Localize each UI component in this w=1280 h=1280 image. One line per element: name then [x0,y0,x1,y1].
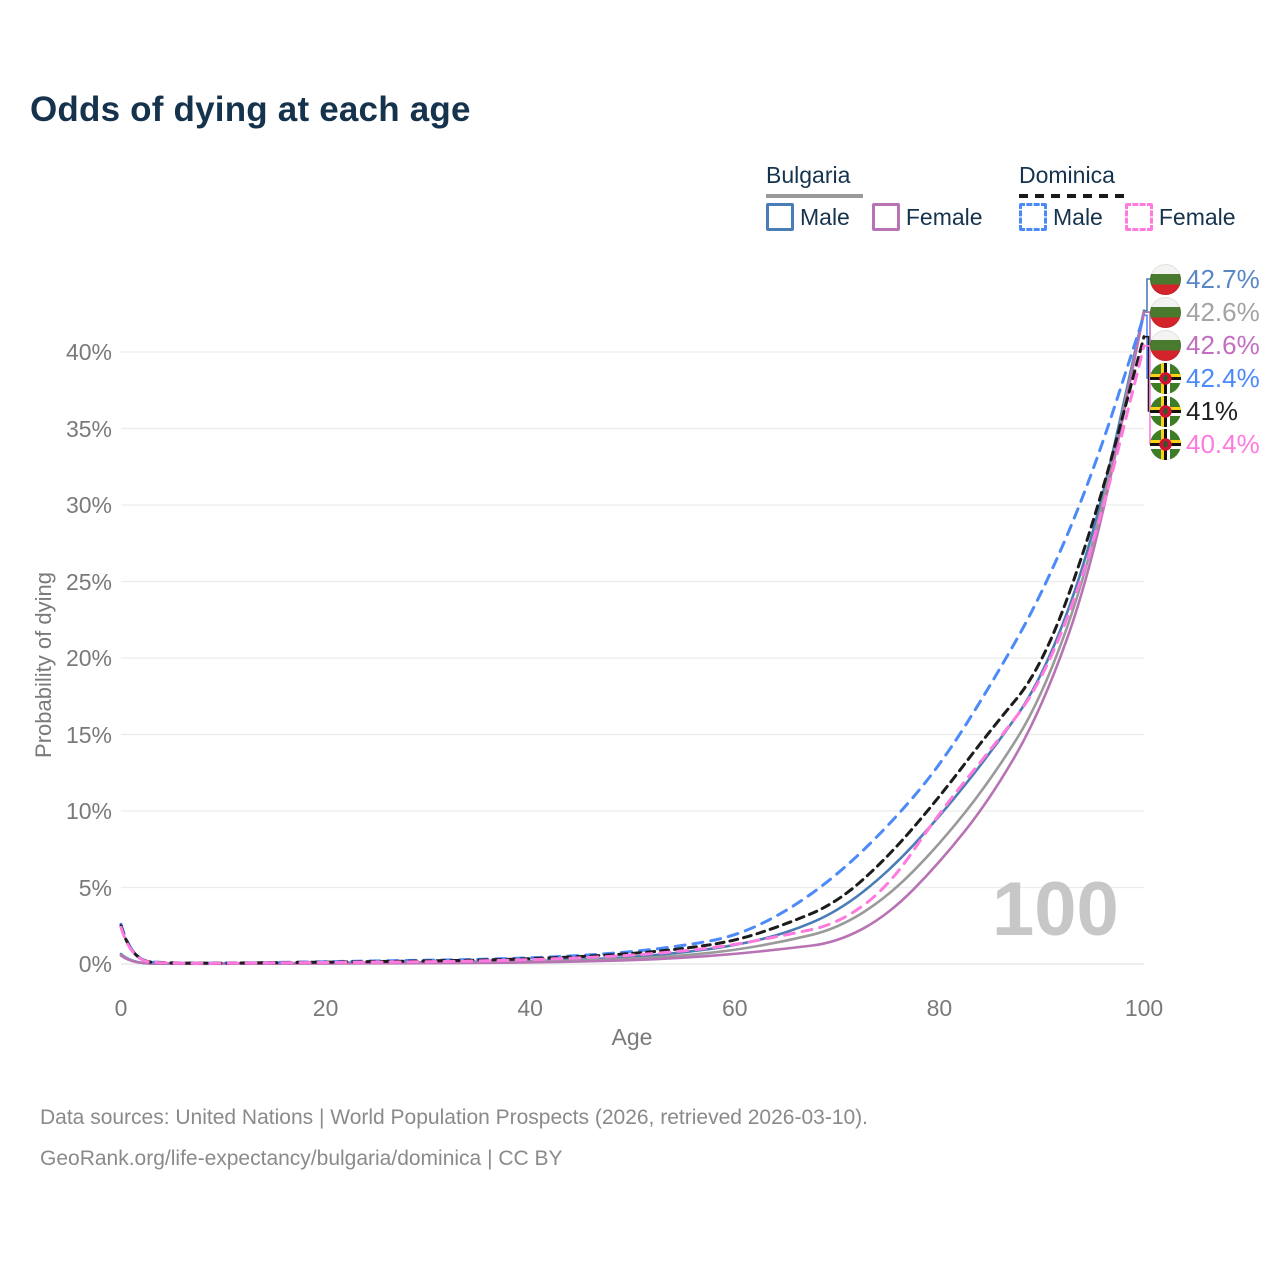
bulgaria-flag-icon [1150,263,1181,295]
dominica-flag-icon [1150,362,1181,394]
x-tick-80: 80 [926,995,953,1021]
bulgaria-flag-icon [1150,296,1181,328]
legend-country-bulgaria: Bulgaria [766,162,851,188]
y-tick-5%: 5% [78,874,112,901]
end-label-dominica-overall: 41% [1150,394,1238,428]
x-tick-20: 20 [312,995,339,1021]
end-label-bulgaria-overall: 42.6% [1150,295,1260,329]
series-line-dominica-female [119,344,1146,965]
y-tick-20%: 20% [65,645,112,671]
legend-group-bulgaria: Bulgaria [766,162,863,198]
series-line-dominica-overall [119,335,1146,965]
legend-label-dominica-female: Female [1158,203,1236,230]
y-axis-title: Probability of dying [31,572,56,758]
age-watermark: 100 [992,867,1119,952]
y-tick-30%: 30% [65,492,112,518]
end-value: 42.6% [1186,297,1260,327]
end-value: 42.7% [1186,264,1260,294]
dominica-male-swatch-icon [1019,203,1047,231]
legend-item-dominica-male[interactable]: Male [1019,203,1103,231]
bulgaria-flag-icon [1150,329,1181,361]
legend-item-bulgaria-male[interactable]: Male [766,203,850,231]
end-value: 41% [1186,396,1239,426]
legend-label-bulgaria-male: Male [800,203,850,230]
x-tick-60: 60 [722,995,748,1021]
series-line-bulgaria-male [119,309,1146,965]
end-value: 42.6% [1186,330,1260,360]
end-label-dominica-male: 42.4% [1150,361,1260,395]
legend-group-dominica: Dominica [1019,162,1130,198]
series-line-dominica-male [119,313,1146,965]
x-tick-100: 100 [1124,995,1164,1021]
legend-label-dominica-male: Male [1053,203,1103,230]
y-tick-15%: 15% [65,721,112,748]
x-axis-title: Age [611,1024,653,1050]
x-tick-40: 40 [517,995,543,1021]
dominica-flag-icon [1150,428,1181,460]
dominica-female-swatch-icon [1124,203,1153,231]
y-tick-25%: 25% [65,568,112,595]
page-title: Odds of dying at each age [30,90,471,129]
series-line-bulgaria-female [119,310,1146,966]
legend-country-dominica: Dominica [1019,162,1115,188]
dominica-line-sample [1019,194,1130,198]
end-label-bulgaria-female: 42.6% [1150,328,1260,362]
x-tick-0: 0 [114,995,128,1021]
legend-items-dominica: Male Female [1019,203,1236,231]
end-value: 40.4% [1186,429,1260,459]
y-tick-0%: 0% [78,951,112,977]
dominica-flag-icon [1150,395,1181,427]
end-label-dominica-female: 40.4% [1150,427,1260,461]
legend-label-bulgaria-female: Female [905,203,983,230]
y-tick-10%: 10% [65,798,112,824]
bulgaria-male-swatch-icon [766,203,794,231]
bulgaria-line-sample [766,194,863,198]
y-tick-35%: 35% [65,415,112,442]
y-tick-40%: 40% [65,339,112,365]
legend-item-dominica-female[interactable]: Female [1124,203,1236,231]
end-value: 42.4% [1186,363,1260,393]
legend-items-bulgaria: Male Female [766,203,983,231]
series-line-bulgaria-overall [119,310,1146,966]
end-label-bulgaria-male: 42.7% [1150,262,1260,296]
legend-item-bulgaria-female[interactable]: Female [871,203,983,231]
data-sources-text: Data sources: United Nations | World Pop… [40,1106,869,1129]
attribution-text: GeoRank.org/life-expectancy/bulgaria/dom… [40,1147,563,1170]
bulgaria-female-swatch-icon [871,203,900,231]
